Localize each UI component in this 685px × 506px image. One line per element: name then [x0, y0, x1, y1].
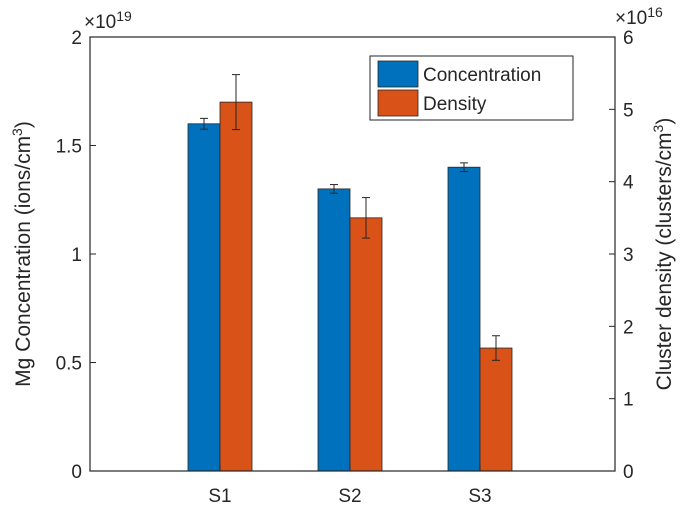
bar-density-s3: [479, 347, 513, 472]
bars-layer: [187, 101, 513, 472]
error-bar-concentration-s3: [460, 162, 468, 173]
right-tick-label: 6: [623, 28, 634, 49]
left-tick-label: 2: [71, 28, 82, 49]
bar-concentration-s1: [187, 123, 221, 472]
x-tick-label-s1: S1: [208, 486, 231, 506]
right-axis-multiplier: ×1016: [615, 4, 663, 29]
left-axis-ticks: 0 0.5 1 1.5 2: [56, 28, 96, 483]
error-bar-concentration-s1: [200, 117, 208, 130]
left-tick-label: 0: [71, 462, 82, 483]
right-tick-label: 3: [623, 245, 634, 266]
x-axis-ticks: S1 S2 S3: [208, 465, 492, 506]
left-tick-label: 1.5: [56, 137, 82, 158]
error-bar-density-s1: [232, 74, 240, 131]
error-bar-concentration-s2: [330, 184, 338, 194]
left-axis-multiplier: ×1019: [84, 8, 132, 33]
right-axis-ticks: 0 1 2 3 4 5 6: [609, 28, 634, 483]
left-tick-label: 1: [71, 245, 82, 266]
left-axis-title: Mg Concentration (ions/cm3): [9, 121, 35, 387]
bar-concentration-s2: [317, 188, 351, 472]
right-tick-label: 1: [623, 390, 634, 411]
left-tick-label: 0.5: [56, 354, 82, 375]
legend-swatch-concentration: [377, 60, 419, 88]
bar-density-s1: [219, 101, 253, 472]
legend: Concentration Density: [369, 55, 574, 121]
right-tick-label: 2: [623, 317, 634, 338]
legend-swatch-density: [377, 89, 419, 117]
right-tick-label: 5: [623, 100, 634, 121]
x-tick-label-s3: S3: [468, 486, 491, 506]
error-bars-layer: [200, 74, 500, 361]
right-tick-label: 4: [623, 173, 634, 194]
legend-label-density: Density: [423, 94, 487, 115]
bar-concentration-s3: [447, 166, 481, 472]
legend-label-concentration: Concentration: [423, 65, 541, 86]
right-tick-label: 0: [623, 462, 634, 483]
right-axis-title: Cluster density (clusters/cm3): [650, 118, 676, 391]
error-bar-density-s3: [492, 335, 500, 361]
bar-density-s2: [349, 217, 383, 472]
error-bar-density-s2: [362, 197, 370, 239]
x-tick-label-s2: S2: [338, 486, 361, 506]
